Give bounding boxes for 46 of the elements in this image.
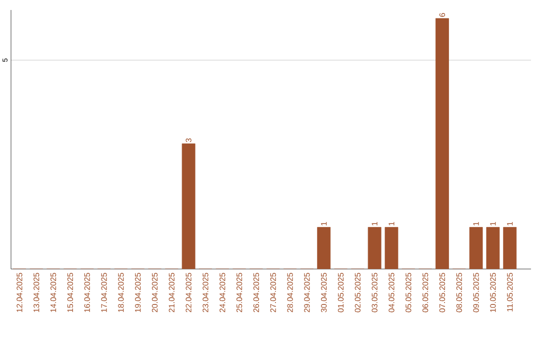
data-label: 1	[507, 222, 513, 226]
x-tick-label: 22.04.2025	[186, 272, 192, 312]
bar	[317, 227, 331, 269]
bar	[384, 227, 398, 269]
bar	[486, 227, 500, 269]
x-tick-label: 01.05.2025	[338, 272, 344, 312]
x-tick-label: 02.05.2025	[354, 272, 361, 312]
x-tick-label: 13.04.2025	[34, 272, 40, 312]
data-label: 1	[321, 222, 327, 226]
x-tick-label: 18.04.2025	[118, 272, 124, 312]
x-tick-label: 29.04.2025	[304, 272, 310, 312]
x-tick-label: 14.04.2025	[50, 272, 56, 312]
x-tick-label: 20.04.2025	[152, 272, 158, 312]
data-label: 1	[372, 222, 378, 226]
x-tick-label: 09.05.2025	[473, 272, 479, 312]
x-tick-label: 17.04.2025	[101, 272, 107, 312]
x-tick-label: 28.04.2025	[287, 272, 293, 312]
x-tick-label: 06.05.2025	[422, 272, 428, 312]
data-label: 6	[439, 13, 446, 17]
x-tick-label: 26.04.2025	[253, 272, 260, 312]
data-label: 1	[473, 222, 479, 226]
x-tick-label: 16.04.2025	[84, 272, 90, 312]
x-tick-label: 23.04.2025	[202, 272, 208, 312]
x-tick-label: 25.04.2025	[236, 272, 242, 312]
bar	[436, 18, 449, 269]
x-tick-label: 19.04.2025	[135, 272, 141, 312]
data-label: 1	[388, 222, 394, 226]
bar	[503, 227, 517, 269]
x-tick-label: 10.05.2025	[490, 272, 496, 312]
x-tick-label: 24.04.2025	[220, 272, 226, 312]
x-tick-label: 03.05.2025	[372, 272, 378, 312]
x-tick-label: 12.04.2025	[16, 272, 22, 312]
bar	[368, 227, 382, 269]
x-tick-label: 08.05.2025	[456, 272, 462, 312]
x-tick-label: 05.05.2025	[406, 272, 412, 312]
x-tick-label: 15.04.2025	[67, 272, 74, 312]
x-tick-label: 21.04.2025	[168, 272, 174, 312]
x-tick-label: 07.05.2025	[439, 272, 446, 312]
data-label: 3	[186, 138, 192, 142]
x-tick-label: 04.05.2025	[388, 272, 394, 312]
x-tick-label: 11.05.2025	[507, 272, 513, 312]
bar	[469, 227, 483, 269]
bar	[182, 143, 196, 269]
x-tick-label: 30.04.2025	[321, 272, 327, 312]
data-label: 1	[490, 222, 496, 226]
x-tick-label: 27.04.2025	[270, 272, 276, 312]
